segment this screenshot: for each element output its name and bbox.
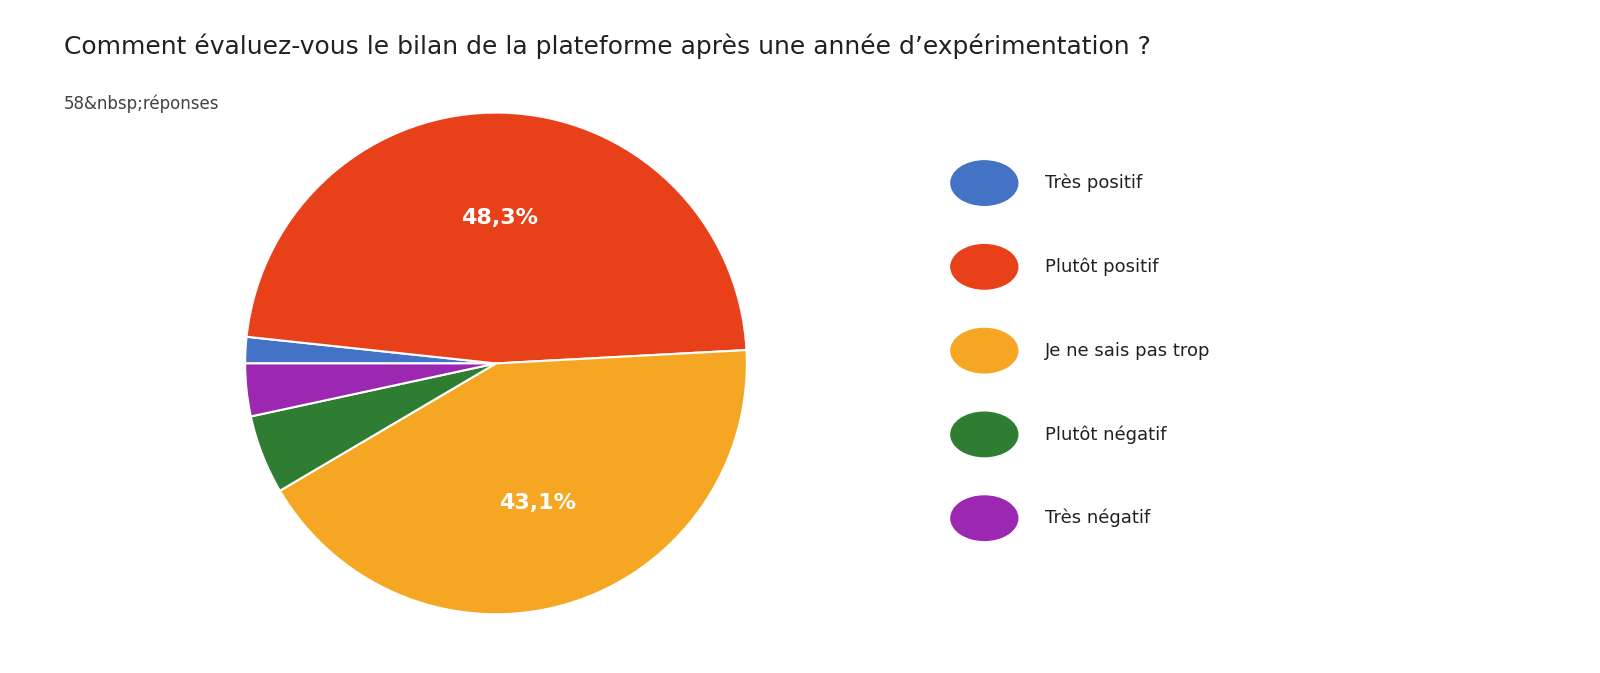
Wedge shape <box>280 350 747 614</box>
Wedge shape <box>245 336 496 363</box>
Circle shape <box>950 328 1018 373</box>
Text: 48,3%: 48,3% <box>461 208 538 228</box>
Text: Comment évaluez-vous le bilan de la plateforme après une année d’expérimentation: Comment évaluez-vous le bilan de la plat… <box>64 34 1150 59</box>
Text: Je ne sais pas trop: Je ne sais pas trop <box>1045 342 1211 359</box>
Wedge shape <box>246 112 747 363</box>
Text: Plutôt positif: Plutôt positif <box>1045 258 1158 276</box>
Circle shape <box>950 161 1018 205</box>
Circle shape <box>950 245 1018 289</box>
Text: 43,1%: 43,1% <box>499 493 576 513</box>
Wedge shape <box>245 363 496 417</box>
Text: Très négatif: Très négatif <box>1045 509 1150 528</box>
Text: 58&nbsp;réponses: 58&nbsp;réponses <box>64 94 219 112</box>
Circle shape <box>950 412 1018 456</box>
Circle shape <box>950 496 1018 540</box>
Text: Plutôt négatif: Plutôt négatif <box>1045 425 1166 444</box>
Text: Très positif: Très positif <box>1045 174 1142 192</box>
Wedge shape <box>251 363 496 491</box>
